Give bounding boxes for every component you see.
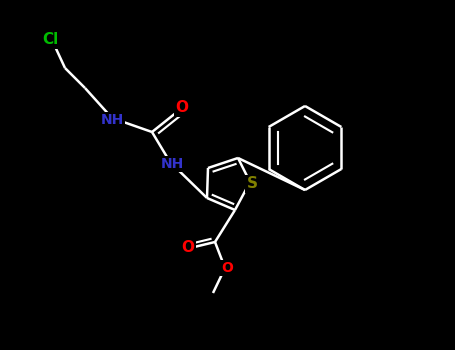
Text: O: O (176, 100, 188, 116)
Text: S: S (247, 176, 258, 191)
Text: Cl: Cl (42, 33, 58, 48)
Text: O: O (221, 261, 233, 275)
Text: O: O (182, 240, 194, 256)
Text: NH: NH (101, 113, 124, 127)
Text: NH: NH (160, 157, 184, 171)
